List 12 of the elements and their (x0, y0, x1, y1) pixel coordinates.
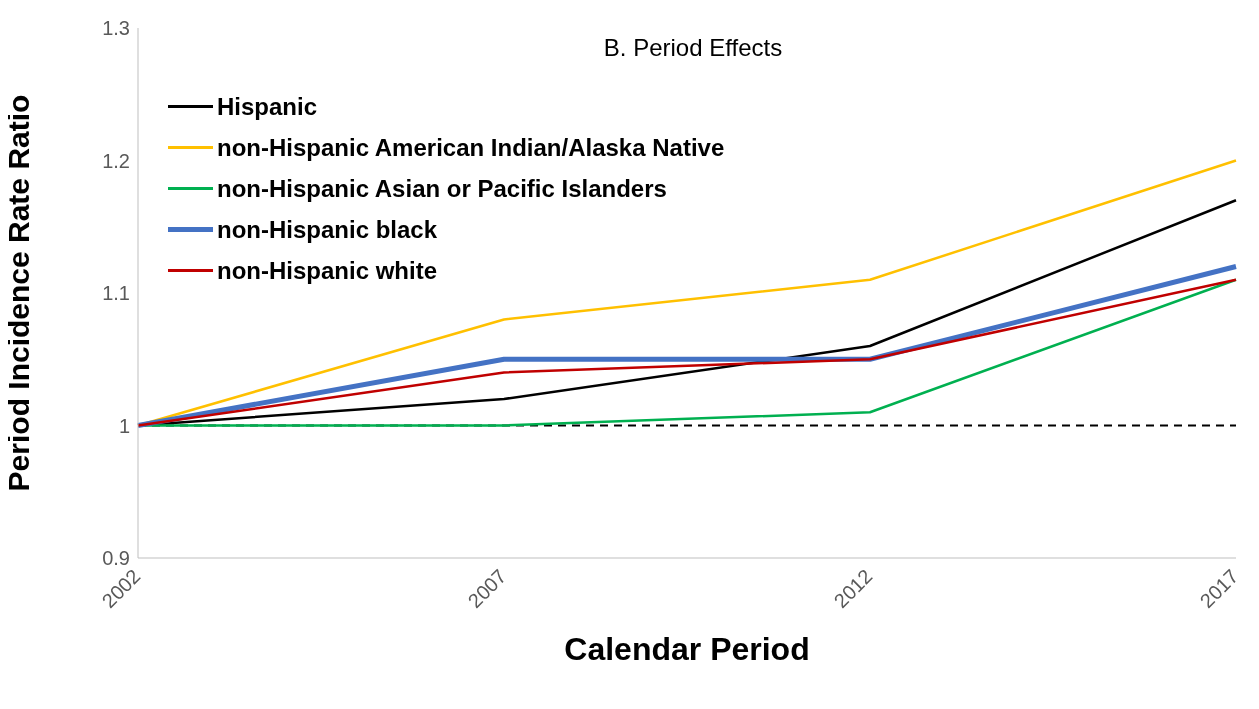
legend-label: non-Hispanic black (217, 215, 438, 244)
legend-label: non-Hispanic white (217, 256, 438, 285)
y-tick-label: 1.1 (102, 282, 130, 305)
y-tick-label: 1 (118, 414, 130, 437)
legend-label: non-Hispanic American Indian/Alaska Native (217, 133, 725, 162)
y-tick-label: 1.2 (102, 149, 130, 172)
legend-label: Hispanic (217, 92, 318, 121)
x-axis-title: Calendar Period (564, 631, 810, 667)
y-tick-label: 0.9 (102, 547, 130, 570)
legend-label: non-Hispanic Asian or Pacific Islanders (217, 174, 667, 203)
chart-title: B. Period Effects (603, 34, 783, 61)
y-tick-label: 1.3 (102, 17, 130, 40)
